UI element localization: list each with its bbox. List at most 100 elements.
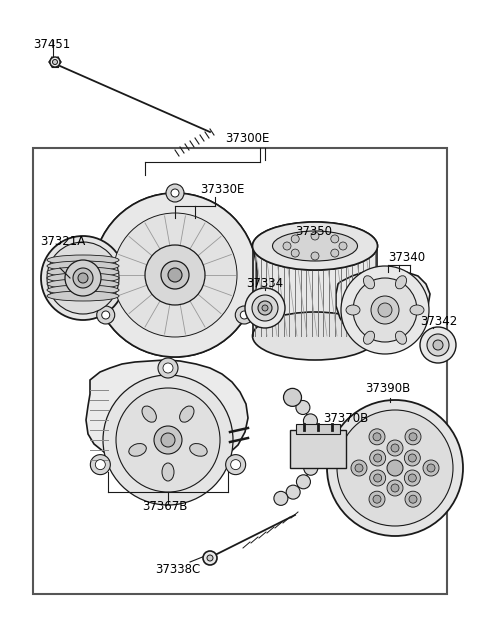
Ellipse shape bbox=[47, 273, 119, 283]
Circle shape bbox=[311, 252, 319, 260]
Circle shape bbox=[296, 401, 310, 415]
Text: 37321A: 37321A bbox=[40, 235, 85, 248]
Circle shape bbox=[103, 375, 233, 505]
Circle shape bbox=[387, 460, 403, 476]
Circle shape bbox=[93, 193, 257, 357]
Circle shape bbox=[297, 475, 311, 489]
Circle shape bbox=[159, 259, 191, 291]
Circle shape bbox=[262, 305, 268, 311]
Circle shape bbox=[408, 454, 416, 462]
Circle shape bbox=[378, 303, 392, 317]
Text: 37338C: 37338C bbox=[155, 563, 200, 576]
Text: 37390B: 37390B bbox=[365, 382, 410, 395]
Circle shape bbox=[420, 327, 456, 363]
Circle shape bbox=[370, 450, 385, 466]
Circle shape bbox=[96, 460, 105, 470]
Bar bbox=[296, 424, 340, 434]
Circle shape bbox=[50, 57, 60, 67]
Text: 37334: 37334 bbox=[246, 277, 284, 290]
Text: 37367B: 37367B bbox=[142, 500, 188, 513]
Circle shape bbox=[258, 301, 272, 315]
Circle shape bbox=[373, 454, 382, 462]
Circle shape bbox=[387, 440, 403, 456]
Circle shape bbox=[355, 464, 363, 472]
Circle shape bbox=[41, 236, 125, 320]
Circle shape bbox=[391, 484, 399, 492]
Ellipse shape bbox=[346, 305, 360, 315]
Circle shape bbox=[65, 260, 101, 296]
Circle shape bbox=[235, 306, 253, 324]
Circle shape bbox=[90, 455, 110, 475]
Circle shape bbox=[113, 213, 237, 337]
Circle shape bbox=[163, 363, 173, 373]
Circle shape bbox=[387, 480, 403, 496]
Ellipse shape bbox=[363, 276, 374, 289]
Ellipse shape bbox=[47, 279, 119, 289]
Circle shape bbox=[274, 491, 288, 505]
Polygon shape bbox=[86, 360, 248, 471]
Ellipse shape bbox=[47, 285, 119, 295]
Circle shape bbox=[286, 391, 300, 404]
Circle shape bbox=[167, 267, 183, 283]
Ellipse shape bbox=[47, 291, 119, 301]
Ellipse shape bbox=[252, 222, 377, 270]
Circle shape bbox=[351, 460, 367, 476]
Circle shape bbox=[161, 433, 175, 447]
Circle shape bbox=[391, 444, 399, 452]
Bar bbox=[290, 430, 346, 468]
Circle shape bbox=[341, 266, 429, 354]
Circle shape bbox=[427, 334, 449, 356]
Circle shape bbox=[240, 311, 248, 319]
Ellipse shape bbox=[142, 406, 156, 422]
Circle shape bbox=[409, 495, 417, 503]
Circle shape bbox=[78, 273, 88, 283]
Circle shape bbox=[145, 245, 205, 305]
Circle shape bbox=[369, 491, 385, 507]
Circle shape bbox=[404, 470, 420, 486]
Circle shape bbox=[331, 249, 339, 257]
Circle shape bbox=[73, 268, 93, 288]
Ellipse shape bbox=[129, 443, 146, 456]
Circle shape bbox=[286, 485, 300, 499]
Circle shape bbox=[304, 461, 318, 476]
Circle shape bbox=[308, 430, 322, 443]
Circle shape bbox=[408, 474, 416, 482]
Circle shape bbox=[373, 474, 382, 482]
Circle shape bbox=[311, 232, 319, 240]
Circle shape bbox=[113, 213, 237, 337]
Ellipse shape bbox=[363, 331, 374, 344]
Ellipse shape bbox=[162, 463, 174, 481]
Circle shape bbox=[52, 60, 58, 65]
Circle shape bbox=[427, 464, 435, 472]
Circle shape bbox=[102, 311, 110, 319]
Circle shape bbox=[47, 242, 119, 314]
Text: 37370B: 37370B bbox=[323, 412, 368, 425]
Circle shape bbox=[404, 450, 420, 466]
Circle shape bbox=[353, 278, 417, 342]
Circle shape bbox=[409, 433, 417, 441]
Circle shape bbox=[283, 242, 291, 250]
Circle shape bbox=[369, 429, 385, 445]
Circle shape bbox=[171, 189, 179, 197]
Circle shape bbox=[327, 400, 463, 536]
Ellipse shape bbox=[252, 312, 377, 360]
Ellipse shape bbox=[180, 406, 194, 422]
Circle shape bbox=[371, 296, 399, 324]
Text: 37342: 37342 bbox=[420, 315, 457, 328]
Circle shape bbox=[373, 433, 381, 441]
Circle shape bbox=[405, 429, 421, 445]
Circle shape bbox=[96, 306, 115, 324]
Circle shape bbox=[161, 261, 189, 289]
Circle shape bbox=[145, 245, 205, 305]
Ellipse shape bbox=[396, 276, 407, 289]
Circle shape bbox=[337, 410, 453, 526]
Ellipse shape bbox=[47, 267, 119, 277]
Text: 37330E: 37330E bbox=[200, 183, 244, 196]
Ellipse shape bbox=[396, 331, 407, 344]
Circle shape bbox=[370, 470, 385, 486]
Circle shape bbox=[207, 555, 213, 561]
Circle shape bbox=[158, 358, 178, 378]
Ellipse shape bbox=[273, 231, 358, 261]
Ellipse shape bbox=[252, 222, 377, 270]
Circle shape bbox=[339, 242, 347, 250]
